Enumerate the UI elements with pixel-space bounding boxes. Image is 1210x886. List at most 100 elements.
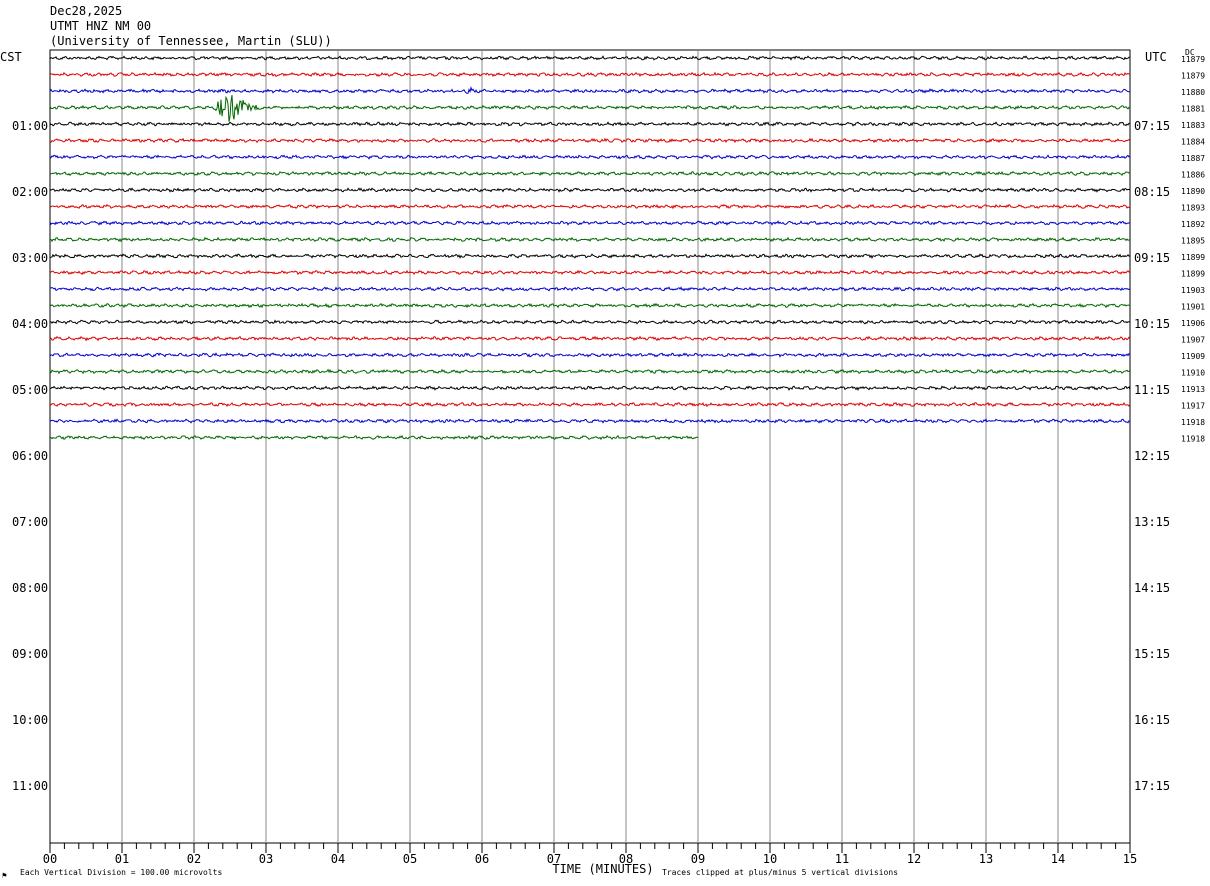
trace-line-19 bbox=[49, 368, 1131, 375]
trace-line-21 bbox=[49, 401, 1131, 408]
cst-hour-label: 03:00 bbox=[12, 251, 48, 265]
trace-line-3 bbox=[49, 95, 1131, 122]
cst-hour-label: 07:00 bbox=[12, 515, 48, 529]
scale-note: Each Vertical Division = 100.00 microvol… bbox=[20, 868, 222, 877]
dc-offset-label: 11918 bbox=[1181, 418, 1205, 427]
x-tick-label-05: 05 bbox=[403, 852, 417, 866]
cst-hour-label: 01:00 bbox=[12, 119, 48, 133]
seismic-traces bbox=[49, 55, 1131, 441]
cst-hour-label: 06:00 bbox=[12, 449, 48, 463]
trace-line-5 bbox=[49, 137, 1131, 144]
x-tick-label-03: 03 bbox=[259, 852, 273, 866]
trace-line-17 bbox=[49, 335, 1131, 342]
dc-offset-label: 11917 bbox=[1181, 402, 1205, 411]
trace-line-4 bbox=[49, 121, 1131, 127]
trace-line-16 bbox=[49, 319, 1131, 325]
network-label: (University of Tennessee, Martin (SLU)) bbox=[50, 34, 332, 48]
dc-offset-label: 11892 bbox=[1181, 220, 1205, 229]
trace-line-9 bbox=[49, 203, 1131, 210]
cst-hour-label: 02:00 bbox=[12, 185, 48, 199]
trace-line-0 bbox=[49, 55, 1131, 61]
trace-line-13 bbox=[49, 269, 1131, 276]
cst-hour-label: 08:00 bbox=[12, 581, 48, 595]
x-tick-label-11: 11 bbox=[835, 852, 849, 866]
utc-hour-label: 15:15 bbox=[1134, 647, 1170, 661]
x-tick-label-14: 14 bbox=[1051, 852, 1065, 866]
cst-hour-label: 11:00 bbox=[12, 779, 48, 793]
date-label: Dec28,2025 bbox=[50, 4, 123, 18]
trace-line-7 bbox=[49, 170, 1131, 177]
cst-hour-label: 04:00 bbox=[12, 317, 48, 331]
x-tick-label-02: 02 bbox=[187, 852, 201, 866]
dc-offset-label: 11913 bbox=[1181, 385, 1205, 394]
corner-mark-icon: ⚑ bbox=[2, 871, 7, 880]
trace-line-6 bbox=[49, 154, 1131, 160]
dc-offset-label: 11880 bbox=[1181, 88, 1205, 97]
dc-offset-label: 11910 bbox=[1181, 369, 1205, 378]
right-timezone-label: UTC bbox=[1145, 50, 1167, 64]
trace-line-18 bbox=[49, 352, 1131, 358]
x-tick-label-09: 09 bbox=[691, 852, 705, 866]
dc-offset-label: 11893 bbox=[1181, 204, 1205, 213]
x-tick-label-10: 10 bbox=[763, 852, 777, 866]
x-tick-label-04: 04 bbox=[331, 852, 345, 866]
x-tick-label-01: 01 bbox=[115, 852, 129, 866]
utc-hour-labels: 07:15 08:15 09:15 10:15 11:15 12:15 13:15 14:15… bbox=[1134, 119, 1170, 793]
utc-hour-label: 08:15 bbox=[1134, 185, 1170, 199]
trace-line-10 bbox=[49, 220, 1131, 226]
dc-offset-label: 11909 bbox=[1181, 352, 1205, 361]
cst-hour-labels: 01:00 02:00 03:00 04:00 05:00 06:00 07:00 08:00… bbox=[12, 119, 48, 793]
dc-offset-label: 11907 bbox=[1181, 336, 1205, 345]
trace-line-20 bbox=[49, 385, 1131, 391]
x-tick-label-12: 12 bbox=[907, 852, 921, 866]
dc-offset-label: 11899 bbox=[1181, 253, 1205, 262]
trace-line-11 bbox=[49, 236, 1131, 243]
dc-offset-label: 11879 bbox=[1181, 55, 1205, 64]
utc-hour-label: 13:15 bbox=[1134, 515, 1170, 529]
cst-hour-label: 10:00 bbox=[12, 713, 48, 727]
station-label: UTMT HNZ NM 00 bbox=[50, 19, 152, 33]
dc-offset-label: 11890 bbox=[1181, 187, 1205, 196]
dc-offset-label: 11906 bbox=[1181, 319, 1205, 328]
dc-offset-label: 11884 bbox=[1181, 138, 1205, 147]
x-tick-label-06: 06 bbox=[475, 852, 489, 866]
dc-offset-label: 11895 bbox=[1181, 237, 1205, 246]
trace-line-2 bbox=[49, 85, 1131, 94]
trace-line-8 bbox=[49, 187, 1131, 193]
utc-hour-label: 10:15 bbox=[1134, 317, 1170, 331]
trace-line-22 bbox=[49, 418, 1131, 424]
x-tick-label-13: 13 bbox=[979, 852, 993, 866]
x-tick-label-07: 07 bbox=[547, 852, 561, 866]
utc-hour-label: 09:15 bbox=[1134, 251, 1170, 265]
minute-gridlines bbox=[49, 49, 1131, 844]
trace-line-23 bbox=[49, 434, 699, 441]
trace-line-15 bbox=[49, 302, 1131, 309]
dc-offset-label: 11879 bbox=[1181, 72, 1205, 81]
cst-hour-label: 09:00 bbox=[12, 647, 48, 661]
utc-hour-label: 14:15 bbox=[1134, 581, 1170, 595]
trace-line-14 bbox=[49, 286, 1131, 292]
x-tick-label-15: 15 bbox=[1123, 852, 1137, 866]
dc-offset-label: 11887 bbox=[1181, 154, 1205, 163]
dc-header-label: DC bbox=[1185, 48, 1195, 57]
dc-offset-label: 11883 bbox=[1181, 121, 1205, 130]
dc-offset-label: 11881 bbox=[1181, 105, 1205, 114]
utc-hour-label: 16:15 bbox=[1134, 713, 1170, 727]
cst-hour-label: 05:00 bbox=[12, 383, 48, 397]
utc-hour-label: 17:15 bbox=[1134, 779, 1170, 793]
dc-offset-label: 11901 bbox=[1181, 303, 1205, 312]
trace-line-1 bbox=[49, 71, 1131, 78]
clip-note: Traces clipped at plus/minus 5 vertical … bbox=[662, 868, 898, 877]
x-tick-label-00: 00 bbox=[43, 852, 57, 866]
dc-offset-label: 11886 bbox=[1181, 171, 1205, 180]
dc-offset-label: 11918 bbox=[1181, 435, 1205, 444]
dc-offset-label: 11899 bbox=[1181, 270, 1205, 279]
dc-offset-labels: 11879 11879 11880 11881 11883 11884 11887 11886… bbox=[1181, 55, 1205, 444]
dc-offset-label: 11903 bbox=[1181, 286, 1205, 295]
x-tick-label-08: 08 bbox=[619, 852, 633, 866]
x-axis: 00 01 02 03 04 05 06 07 08 09 10 11 12 13 14 15 bbox=[43, 843, 1137, 866]
plot-frame bbox=[49, 49, 1131, 844]
left-timezone-label: CST bbox=[0, 50, 22, 64]
utc-hour-label: 12:15 bbox=[1134, 449, 1170, 463]
